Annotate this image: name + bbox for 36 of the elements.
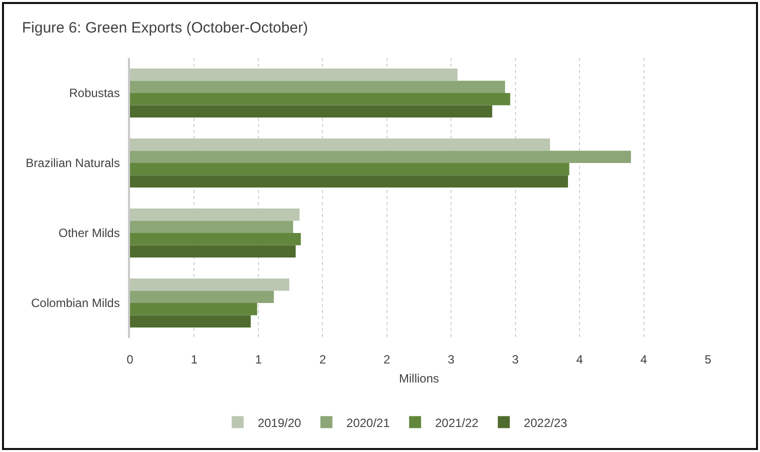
bar	[130, 278, 290, 291]
bar	[130, 80, 506, 93]
bar	[130, 93, 510, 106]
x-tick-label: 2	[384, 352, 391, 366]
bar	[130, 175, 568, 188]
y-tick-label: Robustas	[69, 86, 120, 100]
bar	[130, 220, 294, 233]
x-tick-label: 3	[512, 352, 519, 366]
bar	[130, 290, 274, 303]
chart-title: Figure 6: Green Exports (October-October)	[22, 19, 308, 36]
bar	[130, 163, 570, 176]
bar	[130, 68, 458, 81]
bar	[130, 105, 492, 118]
x-tick-label: 1	[255, 352, 262, 366]
bar	[130, 233, 301, 246]
x-tick-label: 4	[576, 352, 584, 366]
x-axis-title: Millions	[398, 371, 440, 386]
bar	[130, 303, 258, 316]
legend-label: 2020/21	[346, 416, 390, 430]
x-tick-label: 5	[704, 352, 712, 366]
legend-label: 2019/20	[258, 416, 302, 430]
bar	[130, 245, 296, 258]
x-tick-label: 1	[190, 352, 198, 366]
x-tick-label: 3	[448, 352, 455, 366]
x-tick-label: 0	[126, 352, 134, 366]
legend-label: 2021/22	[435, 416, 479, 430]
y-tick-label: Other Milds	[58, 226, 120, 240]
bar	[130, 138, 550, 151]
x-tick-label: 2	[319, 352, 326, 366]
bar	[130, 150, 631, 163]
bar	[130, 208, 300, 221]
legend-label: 2022/23	[524, 416, 568, 430]
y-tick-label: Brazilian Naturals	[26, 156, 120, 170]
y-tick-label: Colombian Milds	[31, 296, 120, 310]
x-tick-label: 4	[640, 352, 648, 366]
bar	[130, 315, 251, 328]
